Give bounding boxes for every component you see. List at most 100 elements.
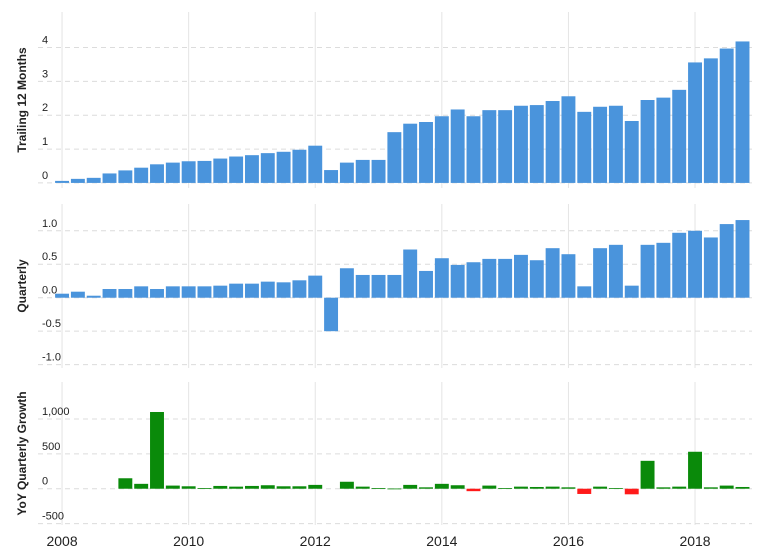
- bar: [529, 105, 544, 183]
- y-tick-label: 3: [42, 68, 48, 80]
- bar: [355, 274, 370, 298]
- x-tick-label: 2018: [679, 533, 710, 549]
- bar: [229, 156, 244, 183]
- bar: [213, 158, 228, 183]
- bar: [466, 488, 481, 492]
- bar: [102, 289, 117, 298]
- bar: [150, 289, 164, 298]
- bar: [355, 159, 370, 183]
- bar: [55, 180, 70, 183]
- bar: [514, 486, 528, 489]
- bar: [276, 486, 291, 489]
- bar: [165, 162, 180, 183]
- y-tick-label: 0: [42, 170, 48, 182]
- bar: [656, 242, 671, 298]
- y-tick-label: -0.5: [42, 318, 61, 330]
- bar: [403, 484, 418, 489]
- bar: [118, 170, 133, 183]
- bar: [260, 281, 275, 298]
- bar: [276, 151, 291, 183]
- bar: [482, 110, 497, 183]
- y-tick-label: 2: [42, 102, 48, 114]
- bar: [213, 285, 228, 298]
- bar: [181, 161, 196, 183]
- x-tick-label: 2014: [426, 533, 457, 549]
- bar: [593, 486, 608, 489]
- bar: [640, 100, 655, 183]
- bar: [593, 106, 608, 183]
- bar: [371, 159, 386, 183]
- bar: [292, 149, 307, 183]
- bar: [608, 244, 623, 298]
- bar: [181, 486, 196, 489]
- bar: [577, 111, 592, 183]
- bar: [134, 483, 149, 489]
- bar: [387, 488, 402, 490]
- bar: [324, 297, 339, 332]
- bar: [529, 260, 544, 298]
- bar: [165, 485, 180, 489]
- bar: [339, 268, 354, 298]
- bar: [419, 270, 433, 298]
- bar: [102, 173, 117, 183]
- bar: [466, 262, 481, 298]
- bar: [292, 280, 307, 298]
- bar: [150, 164, 164, 183]
- bar: [719, 224, 734, 298]
- bar: [339, 481, 354, 489]
- bar: [735, 220, 750, 298]
- y-tick-label: 1: [42, 136, 48, 148]
- bar: [434, 258, 449, 298]
- bar: [324, 170, 339, 183]
- bar: [165, 286, 180, 298]
- bar: [150, 411, 164, 489]
- bar: [134, 167, 149, 183]
- bar: [371, 488, 386, 489]
- bar: [308, 275, 323, 298]
- bar: [672, 486, 687, 489]
- y-tick-label: -500: [42, 511, 64, 523]
- x-tick-label: 2010: [173, 533, 204, 549]
- bar: [498, 258, 513, 298]
- bar: [719, 48, 734, 183]
- bar: [561, 487, 576, 489]
- bar: [624, 285, 639, 298]
- bar: [229, 486, 244, 489]
- bar: [86, 177, 101, 183]
- bar: [608, 488, 623, 489]
- bar: [308, 145, 323, 183]
- bar: [134, 286, 149, 298]
- bar: [624, 488, 639, 495]
- bar: [640, 460, 655, 489]
- y-tick-label: 0.0: [42, 285, 57, 297]
- bar: [514, 105, 528, 183]
- bar: [70, 178, 85, 183]
- bar: [213, 485, 228, 489]
- bar: [308, 484, 323, 489]
- bar: [197, 286, 212, 298]
- bar: [640, 244, 655, 298]
- bar: [672, 89, 687, 183]
- bar: [498, 488, 513, 489]
- bar: [55, 293, 70, 298]
- bar: [672, 232, 687, 298]
- bar: [450, 485, 465, 489]
- bar: [244, 485, 259, 489]
- bar: [118, 478, 133, 489]
- bar: [229, 283, 244, 298]
- bar: [545, 248, 560, 298]
- y-axis-title: Trailing 12 Months: [15, 47, 29, 153]
- bar: [260, 485, 275, 489]
- bar: [735, 486, 750, 489]
- bar: [181, 286, 196, 298]
- bar: [371, 274, 386, 298]
- bar: [624, 120, 639, 183]
- bar: [244, 283, 259, 298]
- bar: [593, 248, 608, 298]
- bar: [466, 116, 481, 183]
- bar: [434, 116, 449, 183]
- y-axis-title: Quarterly: [15, 259, 29, 313]
- bar: [703, 487, 718, 489]
- bar: [292, 486, 307, 489]
- bar: [403, 249, 418, 298]
